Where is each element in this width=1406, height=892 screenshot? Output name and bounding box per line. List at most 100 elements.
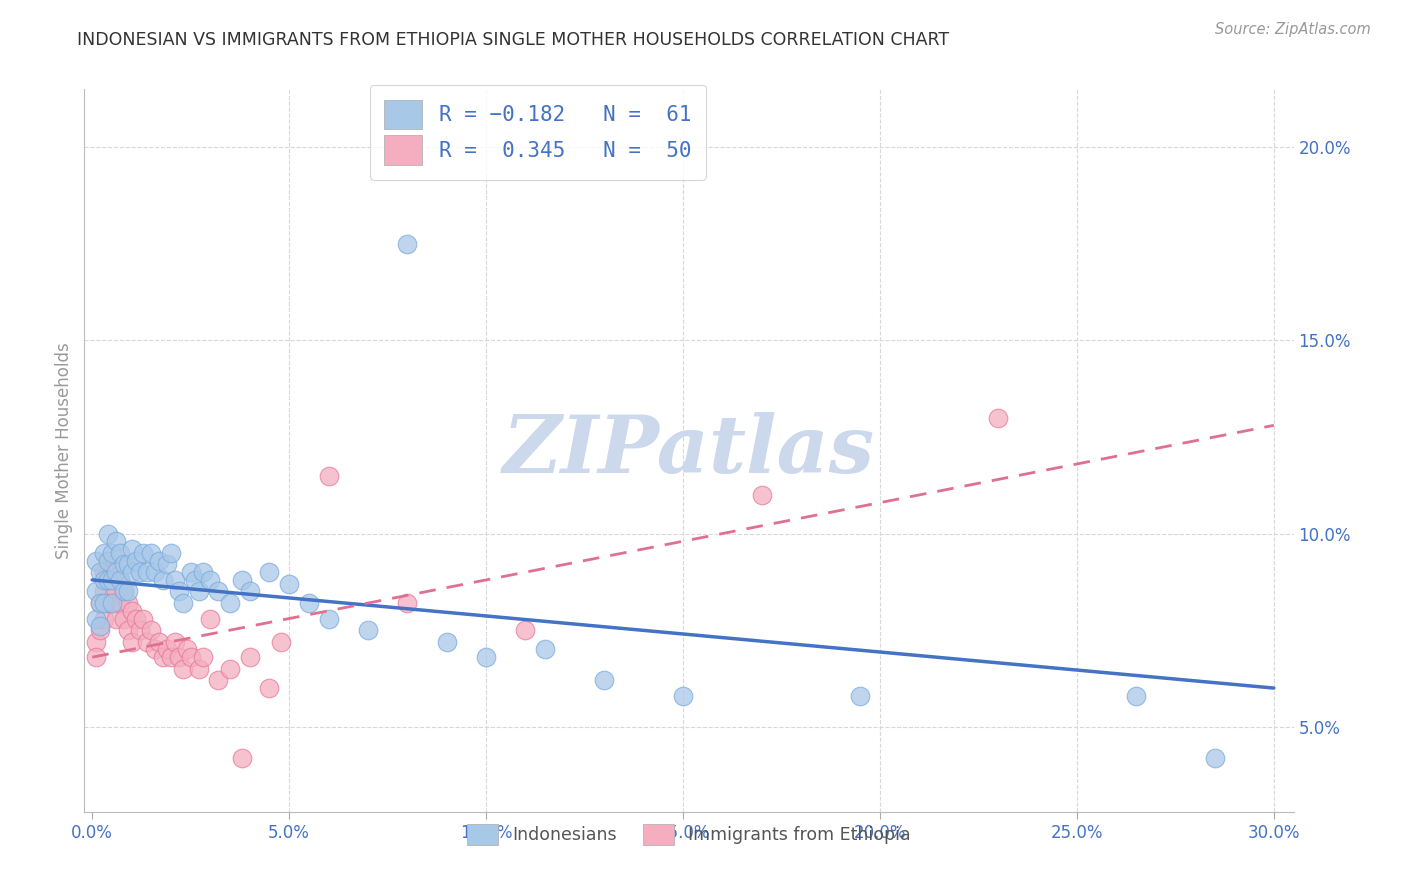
Point (112, 584, 135, 599)
Point (191, 565, 214, 579)
Point (396, 236, 419, 251)
Point (101, 546, 124, 560)
Point (84, 650, 107, 665)
Point (121, 634, 143, 648)
Point (987, 410, 1010, 425)
Point (239, 584, 262, 599)
Point (475, 650, 498, 665)
Point (104, 611, 127, 625)
Point (1204, 750, 1226, 764)
Point (259, 565, 281, 579)
Point (136, 565, 159, 579)
Point (97, 526, 120, 541)
Legend: Indonesians, Immigrants from Ethiopia: Indonesians, Immigrants from Ethiopia (458, 815, 920, 854)
Point (132, 611, 155, 625)
Point (97, 553, 120, 567)
Point (121, 604, 143, 618)
Point (219, 662, 242, 676)
Point (101, 596, 124, 610)
Point (849, 689, 872, 703)
Point (318, 611, 340, 625)
Point (187, 662, 209, 676)
Point (93, 596, 115, 610)
Point (117, 596, 139, 610)
Point (141, 623, 163, 637)
Point (672, 689, 695, 703)
Point (89, 565, 111, 579)
Point (163, 634, 186, 648)
Point (93, 584, 115, 599)
Point (156, 558, 179, 572)
Point (231, 750, 253, 764)
Point (101, 573, 124, 587)
Point (156, 642, 179, 657)
Point (187, 584, 209, 599)
Point (101, 565, 124, 579)
Point (112, 558, 135, 572)
Point (152, 573, 174, 587)
Point (108, 573, 131, 587)
Point (89, 596, 111, 610)
Point (84, 634, 107, 648)
Text: ZIPatlas: ZIPatlas (503, 412, 875, 489)
Point (231, 573, 253, 587)
Point (93, 546, 115, 560)
Point (207, 584, 229, 599)
Point (84, 611, 107, 625)
Point (121, 541, 143, 556)
Point (278, 576, 301, 591)
Point (183, 573, 205, 587)
Point (108, 596, 131, 610)
Point (180, 565, 202, 579)
Point (117, 623, 139, 637)
Point (108, 546, 131, 560)
Point (93, 611, 115, 625)
Point (318, 468, 340, 483)
Y-axis label: Single Mother Households: Single Mother Households (55, 343, 73, 558)
Point (101, 596, 124, 610)
Point (104, 534, 127, 549)
Point (97, 573, 120, 587)
Point (751, 488, 773, 502)
Point (97, 573, 120, 587)
Point (124, 611, 146, 625)
Point (298, 596, 321, 610)
Point (104, 565, 127, 579)
Point (121, 565, 143, 579)
Point (93, 565, 115, 579)
Point (534, 642, 557, 657)
Point (191, 650, 214, 665)
Point (128, 565, 150, 579)
Point (132, 546, 155, 560)
Point (176, 642, 198, 657)
Point (136, 634, 159, 648)
Point (167, 584, 190, 599)
Point (152, 650, 174, 665)
Point (239, 650, 262, 665)
Point (89, 619, 111, 633)
Point (160, 546, 183, 560)
Point (89, 596, 111, 610)
Point (128, 623, 150, 637)
Point (97, 596, 120, 610)
Point (436, 634, 458, 648)
Point (124, 553, 146, 567)
Point (1125, 689, 1147, 703)
Point (270, 634, 292, 648)
Point (108, 573, 131, 587)
Point (160, 650, 183, 665)
Point (143, 565, 166, 579)
Point (112, 611, 135, 625)
Point (89, 623, 111, 637)
Point (515, 623, 537, 637)
Point (180, 650, 202, 665)
Point (357, 623, 380, 637)
Point (148, 634, 170, 648)
Point (593, 673, 616, 688)
Point (84, 553, 107, 567)
Point (93, 573, 115, 587)
Point (200, 611, 222, 625)
Point (396, 596, 419, 610)
Point (200, 573, 222, 587)
Point (167, 650, 190, 665)
